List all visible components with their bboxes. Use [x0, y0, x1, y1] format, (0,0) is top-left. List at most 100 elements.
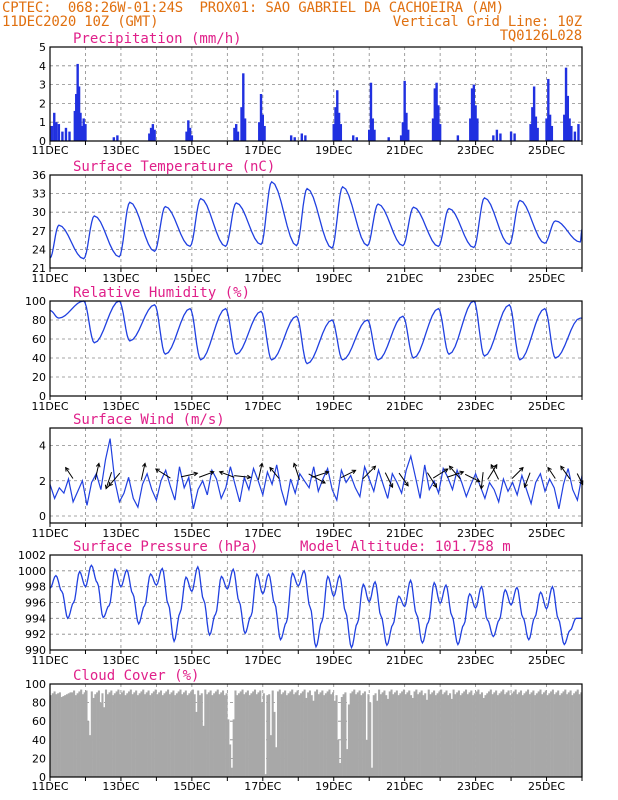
x-tick-label: 11DEC: [31, 527, 68, 540]
cloud-bar: [550, 691, 553, 777]
wind-arrow: [340, 469, 356, 479]
wind-arrow-head: [65, 466, 70, 472]
cloud-bar: [397, 695, 400, 777]
precip-bar: [151, 124, 155, 141]
cloud-bar: [461, 693, 464, 777]
cloud-bar: [370, 767, 374, 777]
precip-bar: [300, 133, 304, 141]
precip-bar: [371, 118, 374, 141]
cloud-bar: [276, 691, 280, 777]
precip-bar: [433, 88, 437, 141]
cloud-bar: [367, 694, 370, 777]
cloud-bar: [50, 695, 53, 777]
precip-bar: [84, 124, 87, 141]
cloud-bar: [280, 694, 283, 777]
cloud-bar: [557, 690, 560, 777]
wind-arrow: [449, 465, 461, 480]
panel-3: 0 2 4 11DEC 13DEC 15DEC 17DEC 19DEC 21DEC 23DEC 25…: [31, 412, 584, 540]
y-tick-label: 0: [39, 510, 46, 523]
x-tick-label: 17DEC: [244, 272, 281, 285]
cloud-bar: [496, 695, 499, 777]
cloud-bar: [120, 692, 124, 777]
cloud-bar: [142, 689, 145, 777]
x-tick-label: 25DEC: [528, 144, 565, 157]
cloud-bar: [376, 700, 379, 777]
cloud-bar: [511, 693, 514, 777]
x-tick-label: 11DEC: [31, 654, 68, 667]
cloud-bar: [262, 693, 265, 777]
precip-bar: [536, 127, 539, 141]
cloud-bar: [369, 702, 372, 777]
cloud-bar: [259, 690, 262, 777]
precip-bar: [53, 112, 56, 141]
precip-bar: [570, 125, 573, 141]
wind-arrow: [234, 475, 251, 478]
precip-bar: [149, 127, 153, 141]
cloud-bar: [436, 693, 439, 777]
precip-bar: [399, 135, 403, 141]
cloud-bar: [574, 691, 577, 777]
cloud-bar: [96, 692, 99, 777]
cloud-bar: [454, 694, 457, 777]
cloud-bar: [74, 695, 77, 777]
header-grid-line: Vertical Grid Line: 10Z: [392, 14, 582, 30]
cloud-bar: [516, 694, 519, 777]
precip-bar: [495, 129, 499, 141]
cloud-bar: [353, 689, 356, 777]
precip-bar: [405, 112, 408, 141]
y-tick-label: 5: [39, 41, 46, 54]
cloud-bar: [241, 689, 244, 777]
cloud-bar: [207, 692, 210, 777]
cloud-bar: [122, 690, 125, 777]
cloud-bar: [284, 690, 287, 777]
cloud-bar: [60, 697, 63, 777]
header-date: 11DEC2020 10Z (GMT): [2, 14, 159, 30]
cloud-bar: [349, 693, 352, 777]
cloud-bar: [470, 690, 473, 777]
y-tick-label: 0: [39, 135, 46, 148]
x-tick-label: 11DEC: [31, 144, 68, 157]
cloud-bar: [266, 695, 269, 777]
cloud-bar: [90, 691, 93, 777]
cloud-bar: [143, 694, 147, 777]
wind-arrow-head: [324, 470, 330, 476]
cloud-bar: [101, 693, 104, 777]
cloud-bar: [488, 691, 491, 777]
precip-bar: [334, 107, 337, 141]
cloud-bar: [415, 689, 418, 777]
cloud-bar: [94, 694, 97, 777]
precip-bar: [437, 105, 440, 141]
cloud-bar: [64, 695, 67, 777]
cloud-bar: [386, 698, 390, 777]
wind-arrow: [511, 467, 524, 479]
x-tick-label: 13DEC: [102, 654, 139, 667]
precip-bar: [258, 122, 261, 141]
wind-arrow: [384, 472, 393, 488]
wind-arrow-head: [193, 471, 199, 477]
cloud-bar: [433, 690, 436, 777]
y-tick-label: 27: [32, 225, 46, 238]
precip-bar: [261, 114, 264, 141]
cloud-bar: [230, 767, 233, 777]
cloud-bar: [558, 695, 562, 777]
cloud-bar: [330, 694, 333, 777]
cloud-bar: [502, 689, 505, 777]
wind-arrow-head: [493, 463, 498, 469]
wind-arrow: [180, 472, 198, 478]
cloud-bar: [119, 694, 122, 777]
cloud-bar: [220, 692, 223, 777]
wind-arrow-head: [292, 462, 298, 468]
wind-arrow: [362, 465, 376, 480]
pressure-line: [49, 564, 582, 650]
cloud-bar: [174, 695, 177, 777]
x-tick-label: 19DEC: [315, 654, 352, 667]
precip-bar: [577, 124, 580, 141]
cloud-bar: [273, 711, 276, 777]
cloud-bar: [319, 692, 322, 777]
cloud-bar: [83, 692, 86, 777]
y-tick-label: 0: [39, 771, 46, 784]
x-tick-label: 25DEC: [528, 527, 565, 540]
x-tick-label: 17DEC: [244, 527, 281, 540]
cloud-bar: [406, 692, 409, 777]
cloud-bar: [493, 692, 496, 777]
